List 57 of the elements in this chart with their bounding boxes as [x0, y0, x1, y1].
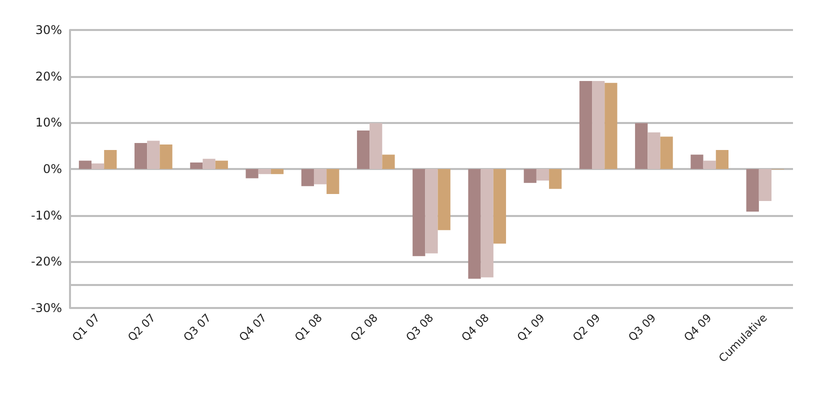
x-tick-label: Q3 07 [181, 311, 214, 344]
bar [524, 169, 536, 183]
y-tick-label: 30% [35, 23, 62, 37]
bar [536, 169, 550, 181]
x-tick-label: Q4 08 [459, 311, 492, 344]
bar [370, 123, 382, 169]
y-tick-label: 10% [35, 116, 62, 130]
bar [425, 169, 438, 254]
bar [314, 169, 327, 184]
bar [160, 144, 172, 169]
bar [78, 160, 92, 169]
bar [438, 169, 450, 230]
bar [703, 160, 716, 169]
x-tick-label: Q2 08 [348, 311, 380, 344]
x-tick-label: Q4 07 [236, 311, 270, 344]
bar [215, 160, 228, 169]
bar [592, 80, 605, 169]
bar [270, 169, 284, 174]
bar [635, 123, 648, 169]
x-tick-label: Q4 09 [682, 311, 714, 344]
x-tick-label: Q1 09 [514, 311, 548, 344]
bar [604, 82, 618, 169]
bar [104, 150, 117, 169]
x-tick-label: Q3 08 [403, 311, 436, 344]
bar [716, 150, 728, 169]
x-tick-label: Q1 07 [70, 311, 102, 344]
y-tick-label: 0% [42, 162, 62, 176]
bar [326, 169, 340, 194]
bar [134, 143, 148, 169]
bar [549, 169, 562, 189]
bar [412, 169, 426, 256]
x-tick-label: Q3 09 [626, 311, 659, 344]
bar [648, 132, 660, 169]
bar [579, 80, 592, 169]
bar [92, 163, 104, 169]
bar [758, 169, 772, 201]
bar [746, 169, 759, 212]
x-tick-label: Q2 07 [125, 311, 158, 344]
bar [190, 162, 203, 169]
bar [690, 154, 704, 169]
bar [493, 169, 506, 244]
bar [356, 130, 370, 169]
y-tick-label: -20% [30, 254, 62, 269]
bar [382, 154, 395, 169]
y-tick-label: -30% [30, 301, 62, 315]
bar [660, 136, 673, 169]
bar [301, 169, 314, 186]
x-tick-label: Q2 09 [570, 311, 603, 344]
x-tick-label: Q1 08 [292, 311, 325, 344]
bar [202, 158, 216, 169]
bar [468, 169, 481, 279]
bar [246, 169, 258, 178]
y-tick-label: 20% [35, 69, 62, 84]
bar [480, 169, 494, 278]
bar [147, 140, 160, 169]
y-tick-label: -10% [30, 208, 62, 222]
bar [258, 169, 271, 174]
